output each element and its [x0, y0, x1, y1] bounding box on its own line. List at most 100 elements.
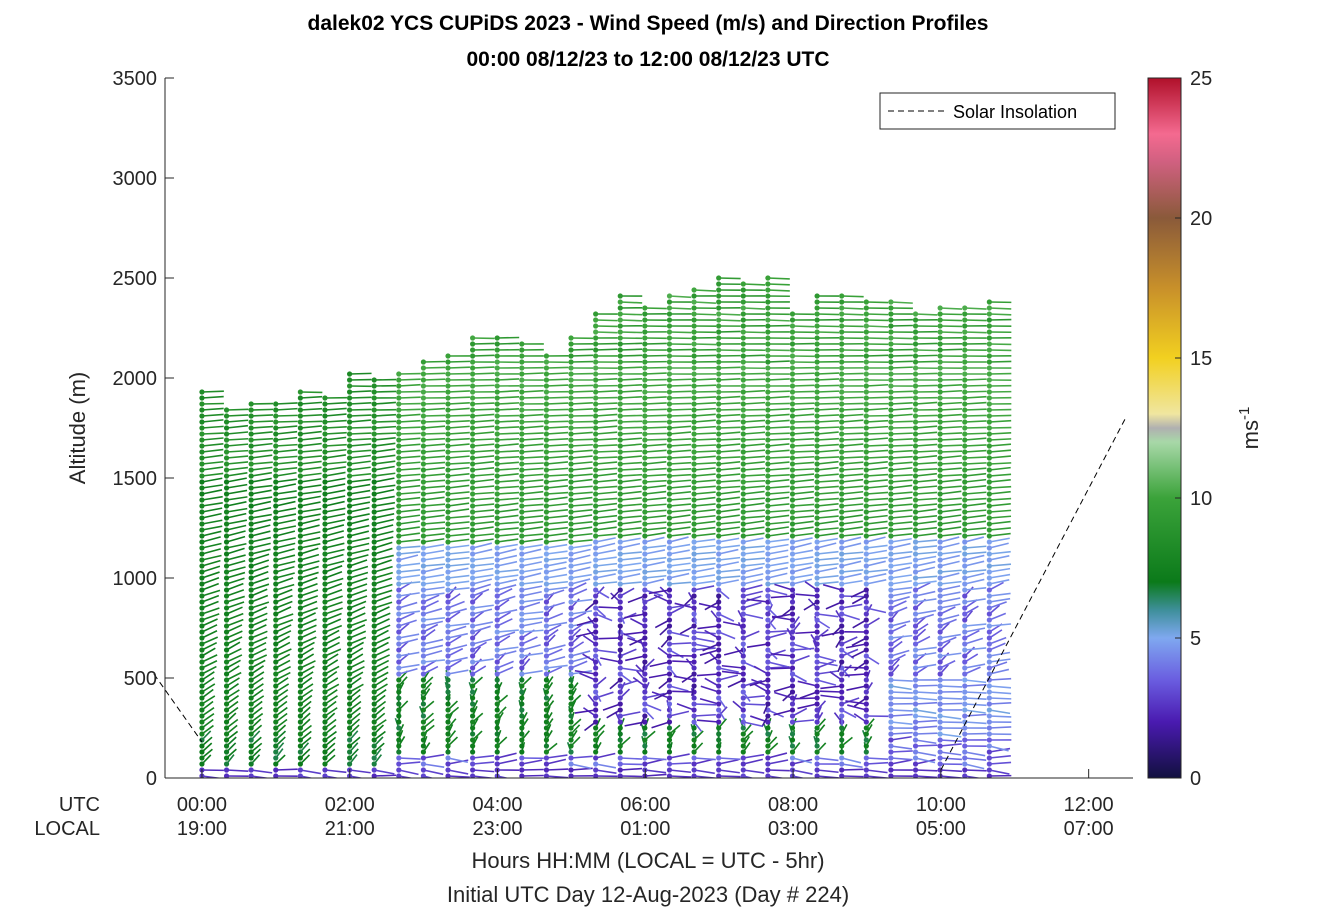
- wind-barb-point: [371, 503, 377, 509]
- wind-barb-point: [642, 395, 648, 401]
- wind-barb-point: [297, 563, 303, 569]
- wind-barb-point: [691, 437, 697, 443]
- wind-barb-point: [716, 605, 722, 611]
- wind-barb-point: [986, 509, 992, 515]
- wind-barb-point: [420, 377, 427, 383]
- wind-barb-point: [839, 671, 845, 677]
- wind-barb-point: [642, 521, 648, 527]
- wind-barb-line: [718, 431, 741, 435]
- wind-barb-line: [620, 461, 643, 465]
- wind-barb-line: [472, 608, 493, 615]
- wind-barb-point: [322, 449, 328, 455]
- wind-barb-point: [371, 389, 377, 395]
- wind-barb-line: [767, 543, 789, 549]
- wind-barb-point: [814, 449, 820, 455]
- wind-barb-point: [470, 659, 476, 665]
- wind-barb-point: [888, 659, 894, 665]
- wind-barb-line: [620, 319, 643, 322]
- wind-barb-line: [349, 589, 368, 597]
- wind-barb-point: [346, 713, 353, 719]
- wind-barb-line: [447, 521, 470, 525]
- wind-barb-point: [642, 659, 648, 665]
- wind-barb-point: [273, 467, 279, 473]
- wind-barb-line: [669, 431, 692, 435]
- wind-barb-line: [644, 456, 667, 459]
- wind-barb-line: [644, 396, 667, 399]
- wind-barb-point: [863, 449, 869, 455]
- wind-barb-line: [939, 560, 960, 567]
- wind-barb-line: [718, 526, 740, 531]
- wind-barb-point: [420, 365, 427, 371]
- wind-barb-line: [497, 574, 519, 579]
- wind-barb-point: [814, 527, 820, 533]
- wind-barb-point: [371, 665, 377, 671]
- wind-barb-line: [226, 455, 249, 459]
- wind-barb-line: [841, 413, 864, 417]
- wind-barb-point: [593, 545, 599, 551]
- wind-barb-point: [297, 419, 303, 425]
- wind-barb-point: [716, 665, 722, 671]
- wind-barb-point: [863, 671, 869, 677]
- wind-barb-line: [349, 473, 372, 477]
- wind-barb-line: [496, 631, 516, 639]
- wind-barb-point: [814, 329, 820, 335]
- wind-barb-point: [568, 731, 574, 737]
- wind-profile-column: [273, 401, 298, 778]
- wind-barb-point: [519, 479, 525, 485]
- wind-barb-point: [986, 533, 992, 539]
- wind-barb-line: [940, 503, 962, 507]
- wind-barb-point: [248, 413, 254, 419]
- wind-barb-line: [890, 596, 910, 603]
- wind-barb-point: [199, 665, 205, 671]
- wind-barb-point: [962, 341, 968, 347]
- wind-barb-line: [915, 313, 938, 316]
- wind-barb-point: [617, 581, 623, 587]
- wind-barb-line: [644, 773, 667, 777]
- wind-barb-line: [251, 489, 272, 495]
- wind-barb-point: [937, 761, 943, 767]
- wind-barb-line: [546, 543, 568, 549]
- wind-barb-line: [595, 542, 616, 549]
- wind-barb-line: [595, 649, 617, 654]
- wind-barb-point: [519, 497, 525, 503]
- wind-barb-point: [420, 491, 427, 497]
- wind-barb-point: [273, 497, 279, 503]
- wind-barb-point: [568, 695, 574, 701]
- wind-barb-point: [568, 503, 574, 509]
- wind-barb-point: [297, 455, 303, 461]
- wind-barb-point: [716, 557, 722, 563]
- wind-barb-line: [721, 670, 744, 675]
- wind-barb-point: [494, 557, 500, 563]
- wind-barb-line: [226, 577, 245, 585]
- wind-barb-point: [199, 569, 205, 575]
- wind-barb-line: [324, 471, 346, 477]
- wind-barb-line: [964, 395, 987, 399]
- wind-barb-point: [494, 701, 500, 707]
- wind-barb-point: [863, 701, 869, 707]
- wind-barb-line: [767, 419, 790, 423]
- wind-barb-point: [740, 581, 746, 587]
- wind-barb-line: [915, 545, 938, 549]
- wind-barb-point: [740, 419, 746, 425]
- wind-barb-point: [839, 593, 845, 599]
- wind-barb-line: [743, 721, 764, 728]
- wind-barb-line: [817, 396, 840, 399]
- wind-barb-point: [617, 647, 623, 653]
- wind-barb-point: [322, 515, 328, 521]
- wind-barb-line: [770, 653, 793, 657]
- wind-barb-point: [888, 725, 894, 731]
- wind-barb-point: [396, 491, 402, 497]
- wind-barb-line: [472, 574, 494, 579]
- wind-barb-point: [470, 515, 476, 521]
- wind-barb-line: [841, 485, 864, 489]
- wind-barb-line: [773, 709, 793, 716]
- wind-barb-line: [795, 697, 818, 700]
- wind-barb-point: [297, 623, 303, 629]
- wind-barb-line: [939, 572, 960, 579]
- wind-barb-line: [915, 646, 937, 651]
- wind-barb-point: [543, 659, 550, 665]
- wind-barb-point: [617, 299, 623, 305]
- wind-barb-line: [349, 408, 372, 411]
- wind-barb-point: [470, 479, 476, 485]
- wind-barb-line: [201, 448, 224, 453]
